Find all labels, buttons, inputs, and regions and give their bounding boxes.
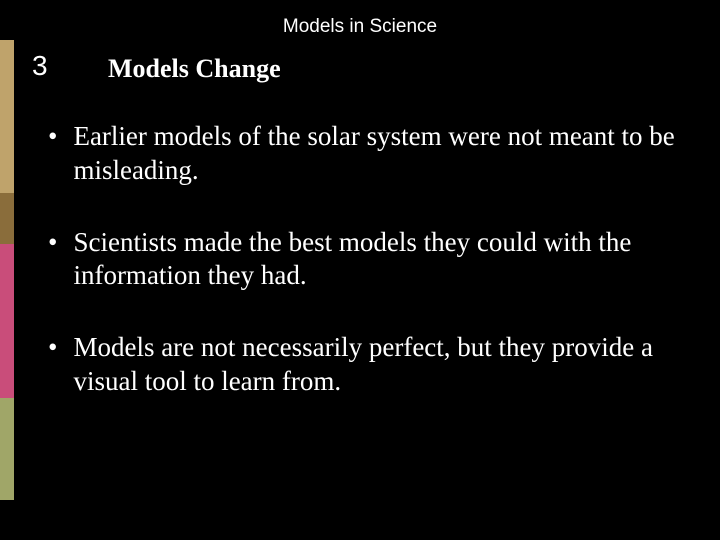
accent-segment-2 [0,193,14,244]
accent-segment-1 [0,40,14,193]
bullet-marker-icon: • [48,331,57,365]
side-accent-bar [0,40,14,500]
bullet-text: Earlier models of the solar system were … [73,120,680,188]
bullet-item: • Earlier models of the solar system wer… [48,120,680,188]
bullet-item: • Models are not necessarily perfect, bu… [48,331,680,399]
section-number: 3 [32,50,48,82]
bullet-marker-icon: • [48,226,57,260]
header-title: Models in Science [0,16,720,38]
accent-segment-3 [0,244,14,397]
bullet-marker-icon: • [48,120,57,154]
section-title: Models Change [108,54,281,84]
accent-segment-4 [0,398,14,500]
bullet-text: Models are not necessarily perfect, but … [73,331,680,399]
bullet-text: Scientists made the best models they cou… [73,226,680,294]
bullet-item: • Scientists made the best models they c… [48,226,680,294]
content-area: • Earlier models of the solar system wer… [48,120,680,437]
